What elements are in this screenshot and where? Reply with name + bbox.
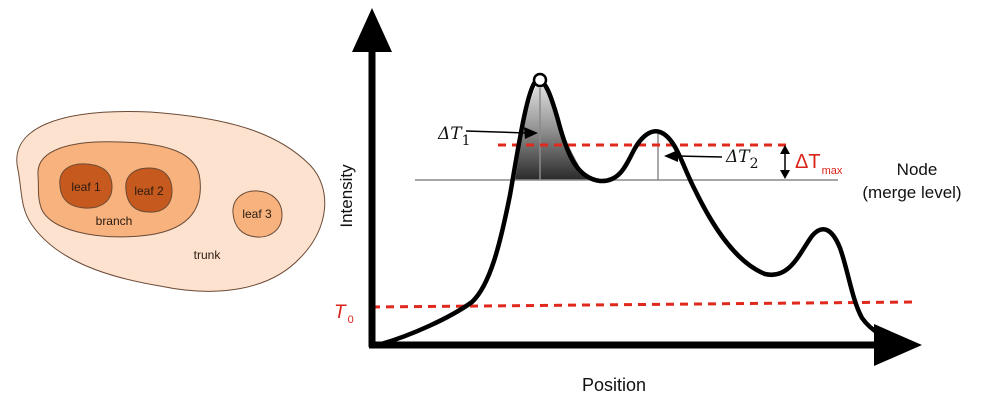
dt2-label: ΔT2 xyxy=(725,147,759,172)
dt2-arrow-line xyxy=(675,155,723,158)
x-axis-arrowhead xyxy=(874,324,922,366)
dtmax-arrowhead-top xyxy=(780,145,790,154)
merge-level-label: (merge level) xyxy=(862,183,961,202)
dtmax-label: ΔTmax xyxy=(795,151,843,177)
intensity-curve xyxy=(375,78,905,348)
x-axis-label: Position xyxy=(582,375,646,395)
t0-threshold-line xyxy=(371,300,913,309)
leaf-3-label: leaf 3 xyxy=(242,207,272,221)
branch-label: branch xyxy=(96,214,133,228)
leaf-2-label: leaf 2 xyxy=(134,184,164,198)
y-axis-label: Intensity xyxy=(337,164,356,228)
trunk-label: trunk xyxy=(194,248,222,262)
leaf-1-region xyxy=(59,163,113,209)
dt1-arrow-line xyxy=(465,130,527,134)
dtmax-arrowhead-bottom xyxy=(780,170,790,179)
leaf-1-label: leaf 1 xyxy=(71,180,101,194)
node-label: Node xyxy=(897,160,938,179)
peak-maximum-marker xyxy=(532,72,548,88)
dt1-label: ΔT1 xyxy=(437,124,471,149)
leaf-3-region xyxy=(232,190,283,238)
dt2-arrowhead xyxy=(664,150,678,162)
y-axis-arrowhead xyxy=(352,8,392,52)
leaf-2-region xyxy=(125,167,173,213)
dt1-arrowhead xyxy=(524,127,538,139)
contour-diagram: leaf 1 leaf 2 leaf 3 branch trunk xyxy=(16,111,326,292)
